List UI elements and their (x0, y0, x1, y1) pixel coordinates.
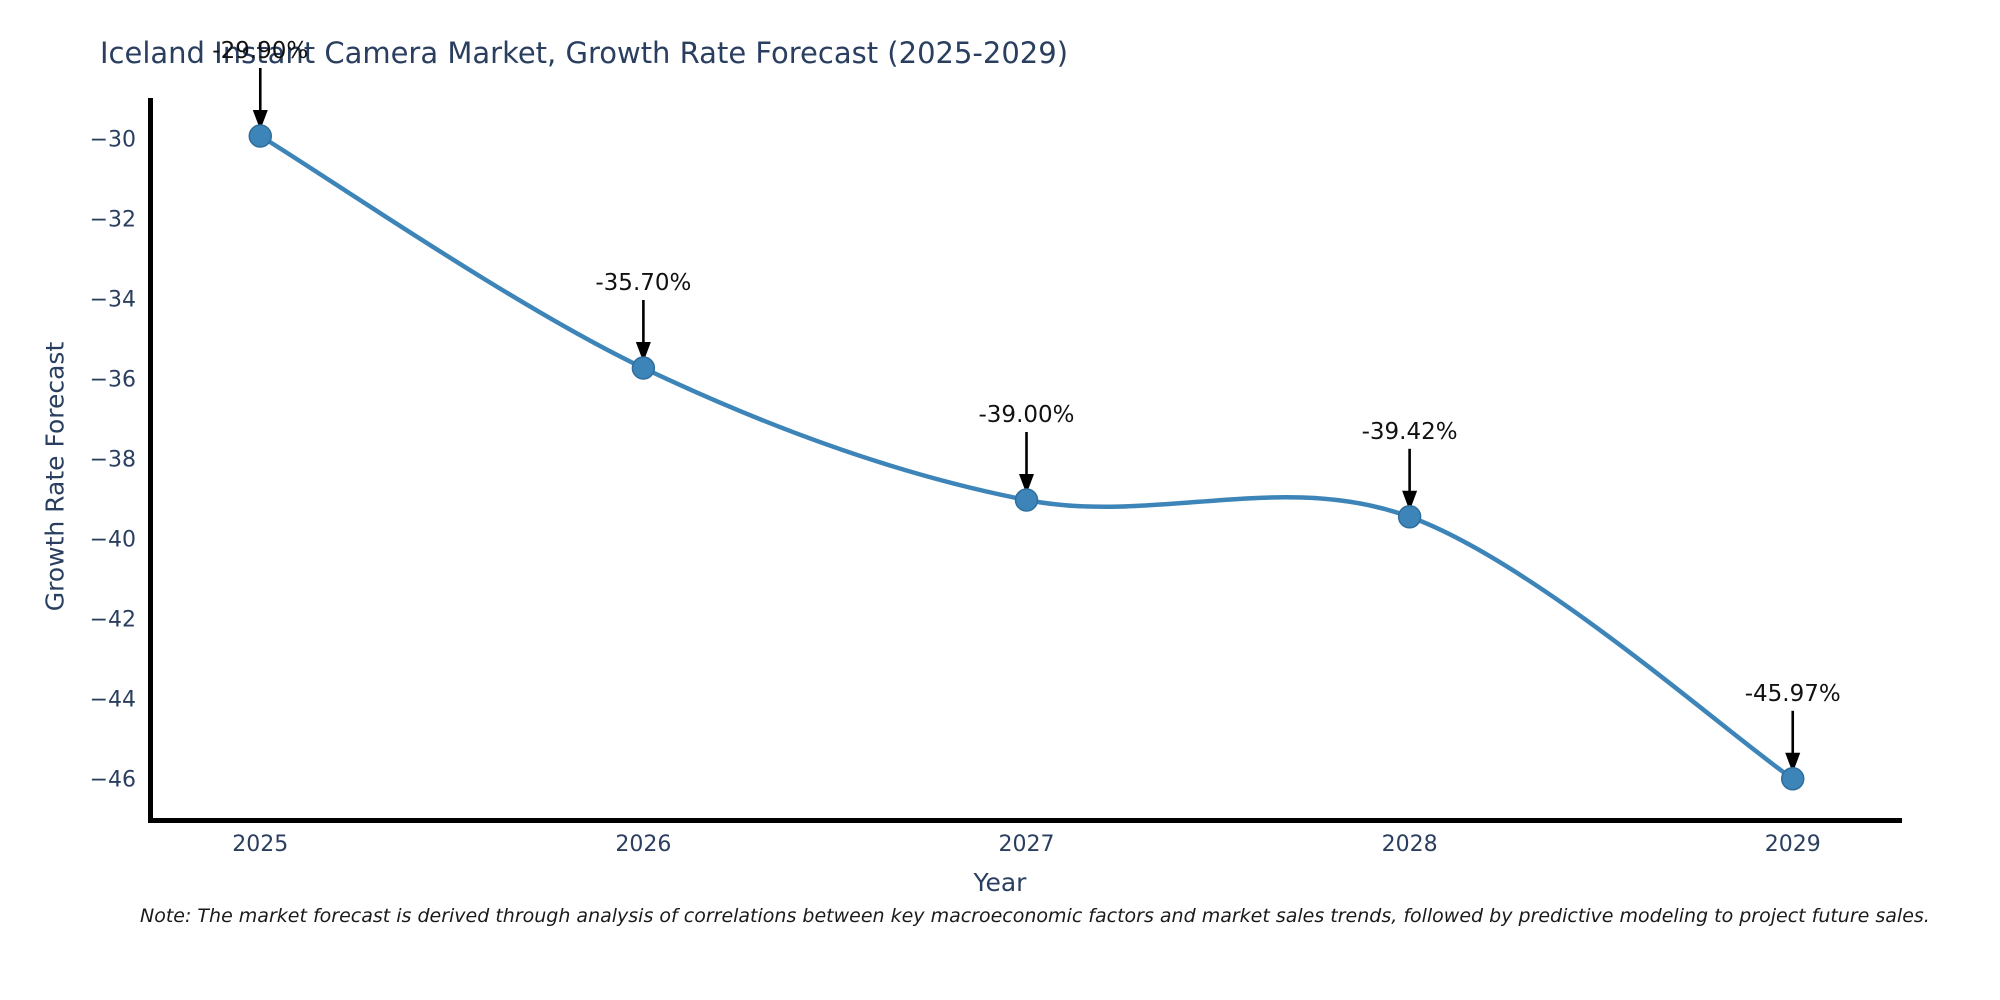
y-tick-label: −44 (89, 687, 136, 713)
y-tick-label: −42 (89, 607, 136, 633)
x-tick-label: 2025 (232, 832, 289, 857)
data-point-marker[interactable] (248, 124, 273, 148)
y-tick-label: −34 (89, 287, 136, 313)
x-axis-label: Year (973, 868, 1027, 897)
x-tick-label: 2029 (1764, 832, 1821, 857)
y-axis-label: Growth Rate Forecast (40, 341, 70, 612)
y-tick-label: −36 (89, 367, 136, 393)
data-point-label: -39.42% (1361, 418, 1458, 445)
data-point-marker[interactable] (1397, 505, 1422, 529)
data-point-marker[interactable] (1014, 488, 1039, 512)
x-tick-label: 2028 (1381, 832, 1438, 857)
annotation-arrow-head (1402, 490, 1418, 511)
y-tick-label: −32 (89, 207, 136, 233)
y-axis-line (148, 98, 153, 822)
data-point-marker[interactable] (631, 356, 656, 380)
annotation-arrow-head (252, 110, 268, 130)
y-tick-label: −40 (89, 527, 136, 553)
chart-title: Iceland Instant Camera Market, Growth Ra… (100, 36, 1069, 70)
y-tick-label: −38 (89, 447, 136, 473)
x-tick-label: 2026 (615, 832, 672, 857)
series-line (258, 133, 1795, 782)
x-tick-label: 2027 (998, 832, 1055, 857)
y-tick-label: −46 (89, 767, 136, 793)
data-point-label: -29.90% (212, 38, 309, 64)
x-axis-line (148, 818, 1902, 823)
y-tick-label: −30 (89, 127, 136, 153)
data-point-marker[interactable] (1780, 767, 1805, 791)
annotation-arrow-head (635, 342, 651, 362)
annotation-arrow-head (1785, 752, 1801, 773)
data-point-label: -35.70% (595, 270, 692, 296)
chart-footnote: Note: The market forecast is derived thr… (140, 905, 1930, 927)
data-point-label: -45.97% (1744, 680, 1841, 707)
annotation-arrow-head (1019, 474, 1034, 494)
data-point-label: -39.00% (978, 402, 1075, 428)
